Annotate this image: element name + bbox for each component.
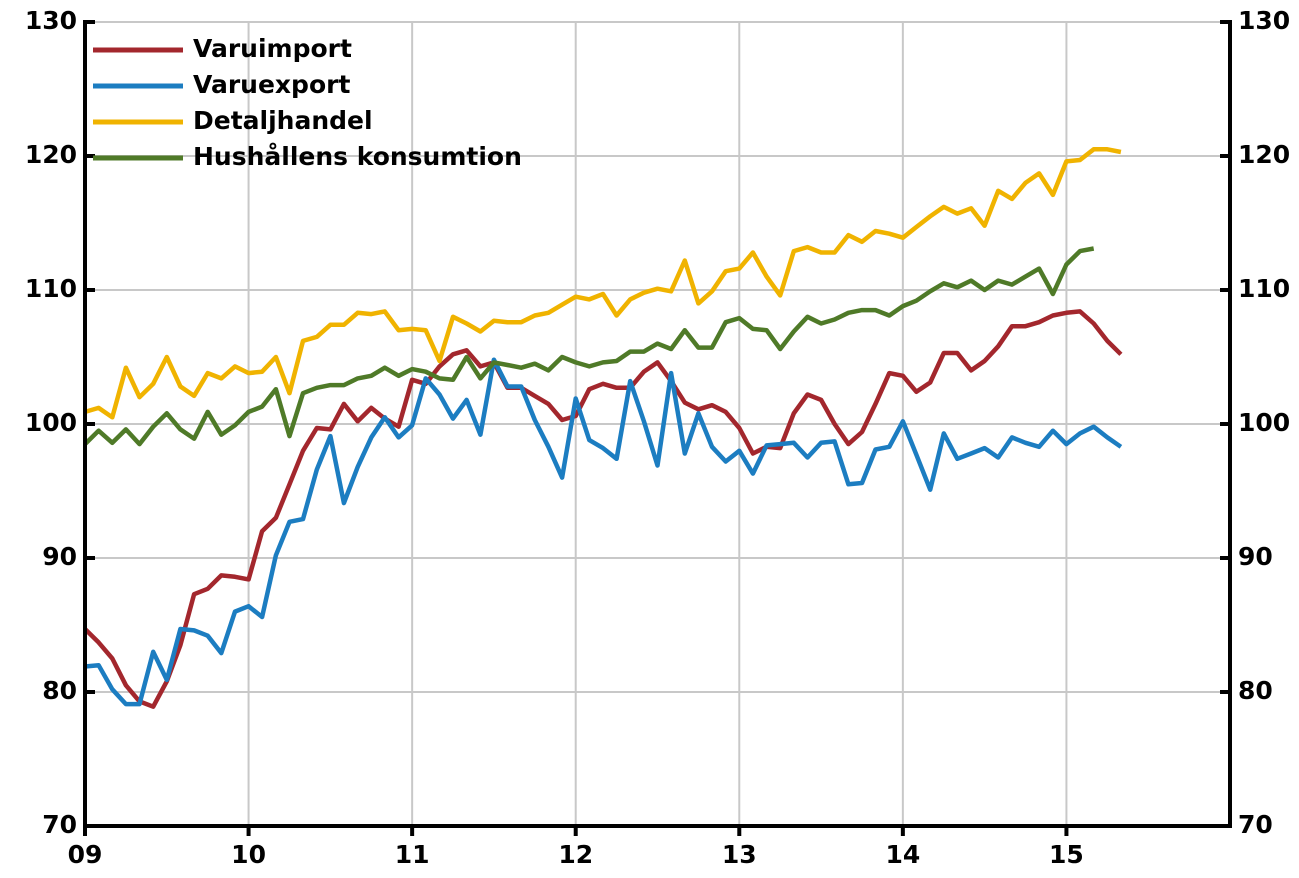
- x-tick-label: 10: [231, 840, 266, 869]
- x-tick-label: 14: [885, 840, 920, 869]
- series-line: [84, 357, 1123, 707]
- x-tick-label: 12: [558, 840, 593, 869]
- y-tick-label: 100: [25, 408, 77, 437]
- y-tick-label: 130: [25, 6, 77, 35]
- series-line: [83, 246, 1095, 447]
- x-tick-label: 09: [68, 840, 103, 869]
- legend-label: Varuexport: [193, 70, 350, 99]
- y2-tick-label: 120: [1238, 140, 1290, 169]
- series-line: [83, 309, 1123, 709]
- x-tick-label: 15: [1049, 840, 1084, 869]
- y2-tick-label: 100: [1238, 408, 1290, 437]
- x-tick-label: 13: [722, 840, 757, 869]
- legend-label: Hushållens konsumtion: [193, 142, 522, 171]
- y-tick-label: 70: [42, 810, 77, 839]
- legend-label: Detaljhandel: [193, 106, 373, 135]
- y2-tick-label: 130: [1238, 6, 1290, 35]
- y-tick-label: 120: [25, 140, 77, 169]
- x-tick-label: 11: [395, 840, 430, 869]
- legend-label: Varuimport: [193, 34, 352, 63]
- y2-tick-label: 110: [1238, 274, 1290, 303]
- y-tick-label: 110: [25, 274, 77, 303]
- y2-tick-label: 80: [1238, 676, 1273, 705]
- series-line: [84, 147, 1122, 420]
- y-tick-label: 90: [42, 542, 77, 571]
- y-tick-label: 80: [42, 676, 77, 705]
- y2-tick-label: 70: [1238, 810, 1273, 839]
- y2-tick-label: 90: [1238, 542, 1273, 571]
